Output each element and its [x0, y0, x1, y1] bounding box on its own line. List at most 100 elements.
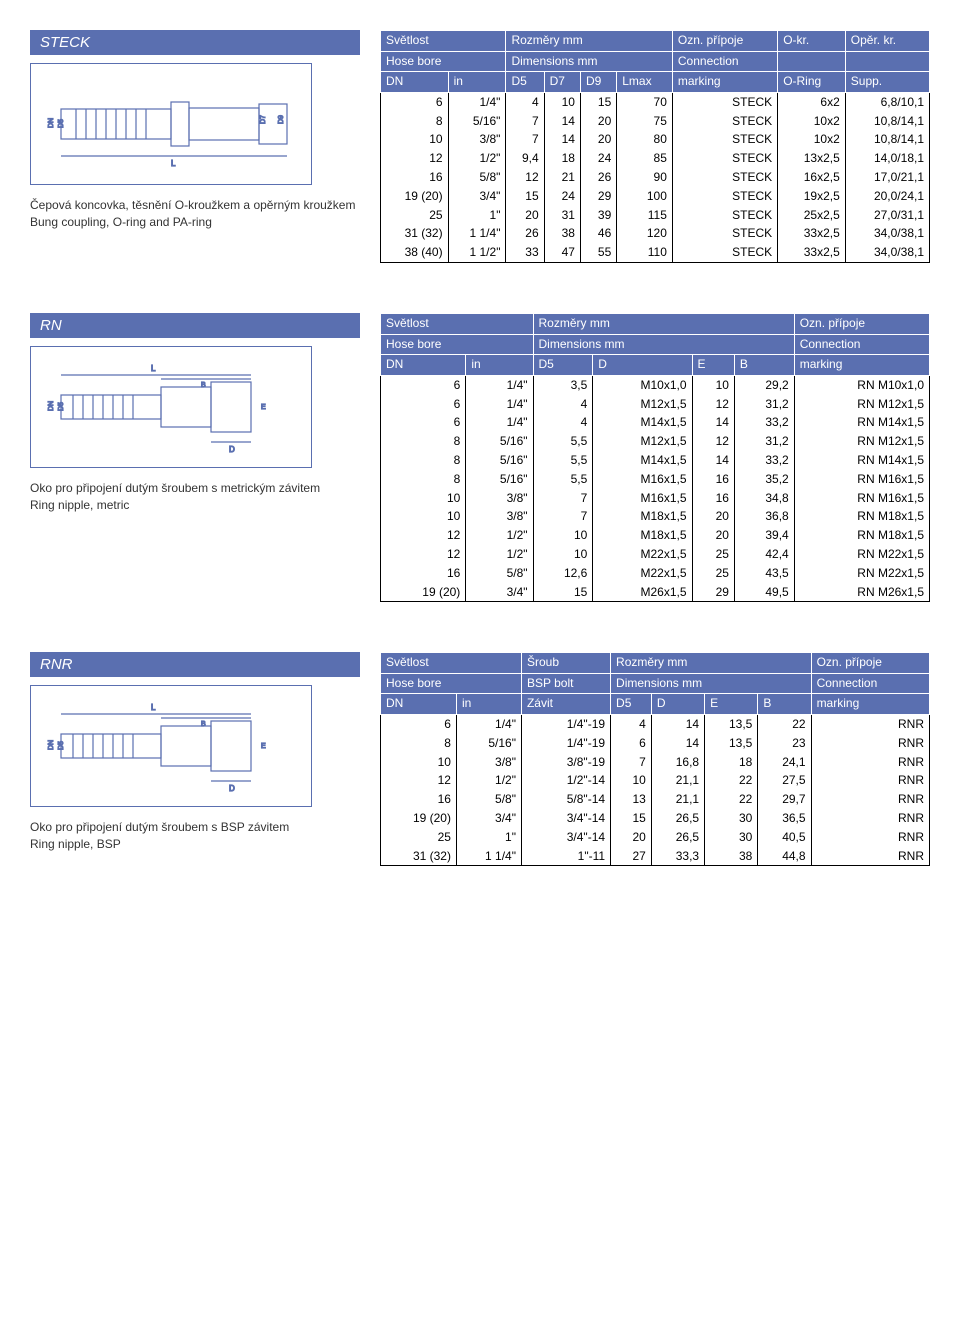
table-cell: 1 1/4"	[448, 224, 506, 243]
table-cell: RN M18x1,5	[794, 507, 929, 526]
table-row: 61/4"4101570STECK6x26,8/10,1	[381, 92, 930, 111]
svg-text:DN: DN	[48, 118, 55, 128]
th-dn: DN	[381, 355, 466, 376]
table-cell: 14,0/18,1	[845, 149, 929, 168]
table-cell: 3/4"	[448, 187, 506, 206]
table-cell: 5/8"	[456, 790, 521, 809]
rnr-table: Světlost Šroub Rozměry mm Ozn. přípoje H…	[380, 652, 930, 866]
th-hosebore: Hose bore	[381, 51, 506, 72]
rn-title: RN	[30, 313, 360, 338]
svg-text:D: D	[229, 784, 235, 793]
table-cell: 16	[381, 564, 466, 583]
table-cell: RN M16x1,5	[794, 470, 929, 489]
table-cell: 3/8"	[448, 130, 506, 149]
table-cell: 16	[692, 489, 734, 508]
table-cell: 7	[611, 753, 652, 772]
table-cell: 22	[705, 790, 758, 809]
table-cell: 6	[381, 375, 466, 394]
table-cell: 27	[611, 847, 652, 866]
table-cell: 15	[506, 187, 544, 206]
table-cell: RNR	[811, 753, 929, 772]
th-d5: D5	[611, 694, 652, 715]
table-cell: M14x1,5	[593, 451, 692, 470]
th-b: B	[758, 694, 811, 715]
table-row: 103/8"7M18x1,52036,8RN M18x1,5	[381, 507, 930, 526]
table-cell: M16x1,5	[593, 470, 692, 489]
table-cell: 26	[580, 168, 616, 187]
table-cell: M18x1,5	[593, 526, 692, 545]
th-dn: DN	[381, 72, 449, 93]
table-cell: 33x2,5	[778, 243, 846, 262]
th-dim: Dimensions mm	[533, 334, 794, 355]
table-cell: 10	[544, 92, 580, 111]
table-cell: 27,0/31,1	[845, 206, 929, 225]
table-cell: 14	[651, 715, 704, 734]
table-cell: 25	[381, 206, 449, 225]
table-cell: RNR	[811, 734, 929, 753]
table-cell: 26	[506, 224, 544, 243]
table-cell: RNR	[811, 715, 929, 734]
table-cell: 4	[533, 395, 593, 414]
table-cell: 33,3	[651, 847, 704, 866]
th-oper: Opěr. kr.	[845, 31, 929, 52]
th-in: in	[448, 72, 506, 93]
steck-left: STECK DN D5 D7 D9	[30, 30, 360, 263]
table-cell: 21,1	[651, 790, 704, 809]
th-d5: D5	[533, 355, 593, 376]
table-row: 38 (40)1 1/2"334755110STECK33x2,534,0/38…	[381, 243, 930, 262]
rn-table: Světlost Rozměry mm Ozn. přípoje Hose bo…	[380, 313, 930, 602]
rn-tbody: 61/4"3,5M10x1,01029,2RN M10x1,061/4"4M12…	[381, 375, 930, 602]
th-marking: marking	[794, 355, 929, 376]
table-row: 85/16"5,5M14x1,51433,2RN M14x1,5	[381, 451, 930, 470]
th-dim: Dimensions mm	[506, 51, 672, 72]
rn-thead: Světlost Rozměry mm Ozn. přípoje Hose bo…	[381, 313, 930, 375]
table-cell: 10	[533, 545, 593, 564]
table-row: 165/8"12212690STECK16x2,517,0/21,1	[381, 168, 930, 187]
table-cell: 3/8"	[466, 489, 533, 508]
th-e: E	[705, 694, 758, 715]
steck-section: STECK DN D5 D7 D9	[30, 30, 930, 263]
table-cell: 7	[533, 507, 593, 526]
svg-text:L: L	[151, 703, 156, 712]
table-cell: 22	[705, 771, 758, 790]
table-cell: 1/2"	[466, 526, 533, 545]
table-cell: 16	[381, 790, 457, 809]
table-cell: 39,4	[734, 526, 794, 545]
table-row: 19 (20)3/4"3/4"-141526,53036,5RNR	[381, 809, 930, 828]
rnr-table-wrap: Světlost Šroub Rozměry mm Ozn. přípoje H…	[380, 652, 930, 866]
table-cell: 12	[381, 545, 466, 564]
th-blank2	[845, 51, 929, 72]
table-cell: 14	[651, 734, 704, 753]
table-cell: 7	[533, 489, 593, 508]
steck-tbody: 61/4"4101570STECK6x26,8/10,185/16"714207…	[381, 92, 930, 262]
table-cell: M26x1,5	[593, 583, 692, 602]
table-cell: 5/16"	[456, 734, 521, 753]
table-cell: 20	[580, 112, 616, 131]
th-e: E	[692, 355, 734, 376]
rnr-caption-en: Ring nipple, BSP	[30, 836, 360, 853]
table-cell: 120	[617, 224, 673, 243]
table-cell: 25	[381, 828, 457, 847]
table-cell: 31,2	[734, 432, 794, 451]
table-cell: 9,4	[506, 149, 544, 168]
th-d: D	[593, 355, 692, 376]
table-cell: 34,0/38,1	[845, 243, 929, 262]
table-cell: 5/8"	[466, 564, 533, 583]
table-cell: 29	[692, 583, 734, 602]
table-cell: 22	[758, 715, 811, 734]
table-cell: 29,2	[734, 375, 794, 394]
table-cell: M18x1,5	[593, 507, 692, 526]
table-cell: 3/4"	[466, 583, 533, 602]
table-cell: 10	[381, 507, 466, 526]
rn-diagram: L B DN D5 E D	[30, 346, 312, 468]
table-cell: 80	[617, 130, 673, 149]
table-cell: 10	[533, 526, 593, 545]
table-cell: STECK	[672, 224, 777, 243]
table-row: 85/16"7142075STECK10x210,8/14,1	[381, 112, 930, 131]
table-cell: RNR	[811, 790, 929, 809]
table-cell: 20	[611, 828, 652, 847]
table-cell: 17,0/21,1	[845, 168, 929, 187]
svg-text:D5: D5	[58, 402, 65, 411]
th-blank	[778, 51, 846, 72]
th-d7: D7	[544, 72, 580, 93]
